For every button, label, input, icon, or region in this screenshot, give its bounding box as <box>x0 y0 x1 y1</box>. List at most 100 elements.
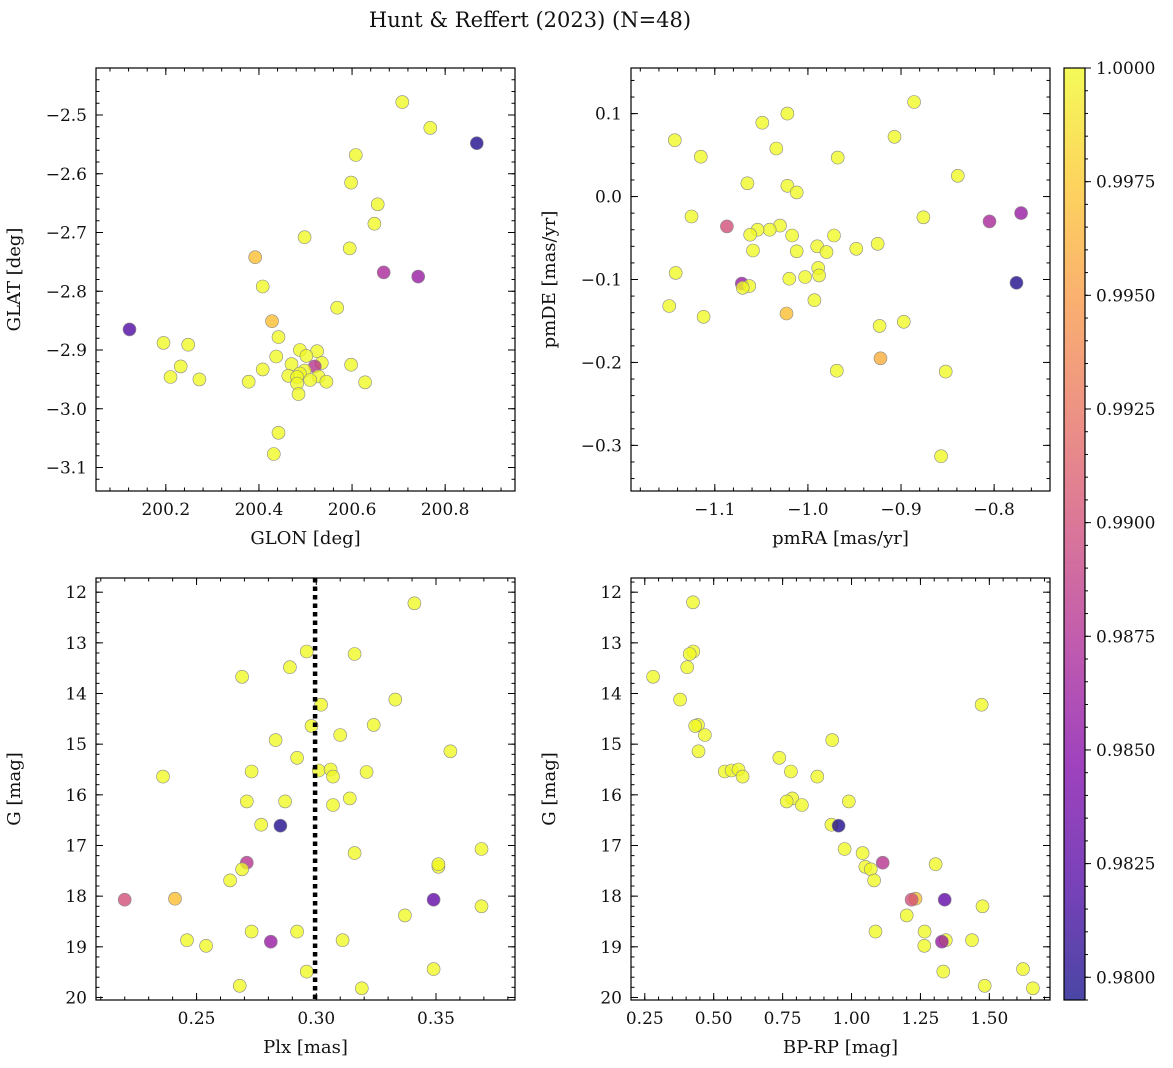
data-point <box>376 265 391 280</box>
data-point <box>646 669 660 684</box>
y-tick-label: 13 <box>65 634 87 654</box>
data-point <box>168 891 182 906</box>
data-point <box>938 364 953 379</box>
data-point <box>359 765 374 779</box>
data-point <box>977 978 992 993</box>
y-tick-label: 12 <box>600 583 622 603</box>
data-point <box>965 933 979 948</box>
data-point <box>354 981 369 996</box>
colorbar-tick-label: 0.9825 <box>1096 855 1155 875</box>
y-tick-label: −2.5 <box>46 106 87 126</box>
data-point <box>326 798 340 812</box>
x-tick-label: 1.00 <box>833 1009 871 1029</box>
axes-frame <box>630 577 1051 1001</box>
data-point <box>278 794 292 809</box>
data-point <box>837 842 852 856</box>
data-point <box>156 769 170 784</box>
data-point <box>950 169 965 183</box>
y-tick-label: 0.1 <box>595 105 622 125</box>
data-point <box>335 933 350 948</box>
x-tick-label: −0.9 <box>880 500 921 520</box>
data-point <box>271 425 286 440</box>
colorbar-tick-label: 0.9925 <box>1096 400 1155 420</box>
data-point <box>290 924 304 939</box>
data-point <box>163 370 178 384</box>
y-tick-label: −0.2 <box>581 353 622 373</box>
x-axis-label: Plx [mas] <box>263 1037 348 1058</box>
data-point <box>691 744 706 759</box>
y-tick-label: 17 <box>65 836 87 856</box>
y-tick-label: 14 <box>65 685 87 705</box>
data-point <box>917 938 932 953</box>
data-point <box>333 728 348 742</box>
data-point <box>867 873 881 888</box>
data-point <box>244 764 259 779</box>
data-point <box>269 349 284 364</box>
data-point <box>199 938 213 953</box>
data-point <box>244 924 259 939</box>
data-point <box>693 149 708 164</box>
data-point <box>223 873 237 888</box>
y-tick-label: 20 <box>65 988 87 1008</box>
data-point <box>855 846 870 860</box>
data-point <box>240 794 254 809</box>
data-point <box>779 794 794 809</box>
data-point <box>297 230 312 244</box>
data-point <box>1016 962 1030 976</box>
y-tick-label: −2.9 <box>46 341 87 361</box>
data-point <box>180 933 194 948</box>
data-point <box>935 934 949 949</box>
data-point <box>330 300 345 315</box>
data-point <box>735 769 750 784</box>
data-point <box>367 216 382 231</box>
data-point <box>423 121 438 135</box>
y-tick-label: −2.7 <box>46 224 87 244</box>
data-point <box>686 595 700 610</box>
data-point <box>255 362 270 377</box>
data-point <box>314 697 328 712</box>
data-point <box>342 241 357 256</box>
y-tick-label: 16 <box>600 786 622 806</box>
axes-frame <box>630 67 1051 492</box>
x-axis-label: pmRA [mas/yr] <box>772 528 909 549</box>
y-tick-label: 18 <box>65 887 87 907</box>
data-point <box>807 293 822 308</box>
data-point <box>870 237 885 251</box>
data-point <box>779 306 794 321</box>
data-point <box>358 375 372 390</box>
data-point <box>474 842 489 856</box>
data-point <box>829 363 844 378</box>
x-tick-label: 200.8 <box>421 500 470 520</box>
x-tick-label: 200.4 <box>235 500 284 520</box>
x-axis-label: BP-RP [mag] <box>783 1037 898 1058</box>
data-point <box>735 280 750 295</box>
data-point <box>344 175 358 190</box>
data-point <box>266 447 281 461</box>
data-point <box>667 133 682 147</box>
y-axis-label: G [mag] <box>539 752 560 825</box>
data-point <box>784 764 798 779</box>
data-point <box>974 697 989 712</box>
data-point <box>825 733 840 747</box>
data-point <box>299 964 314 979</box>
x-tick-label: 0.30 <box>297 1009 335 1029</box>
data-point <box>682 647 697 661</box>
y-tick-label: 0.0 <box>595 188 622 208</box>
data-point <box>662 299 677 313</box>
y-tick-label: 15 <box>600 735 622 755</box>
data-point <box>342 791 357 806</box>
data-point <box>755 115 770 130</box>
y-tick-label: 17 <box>600 836 622 856</box>
data-point <box>344 357 358 372</box>
data-point <box>841 794 856 809</box>
data-point <box>248 250 262 265</box>
x-tick-label: −1.0 <box>787 500 828 520</box>
data-point <box>319 374 334 389</box>
data-point <box>812 268 826 283</box>
data-point <box>348 148 363 162</box>
data-point <box>271 330 286 344</box>
data-point <box>916 210 931 225</box>
y-tick-label: −2.8 <box>46 282 87 302</box>
data-point <box>426 892 441 907</box>
y-tick-label: 14 <box>600 685 622 705</box>
